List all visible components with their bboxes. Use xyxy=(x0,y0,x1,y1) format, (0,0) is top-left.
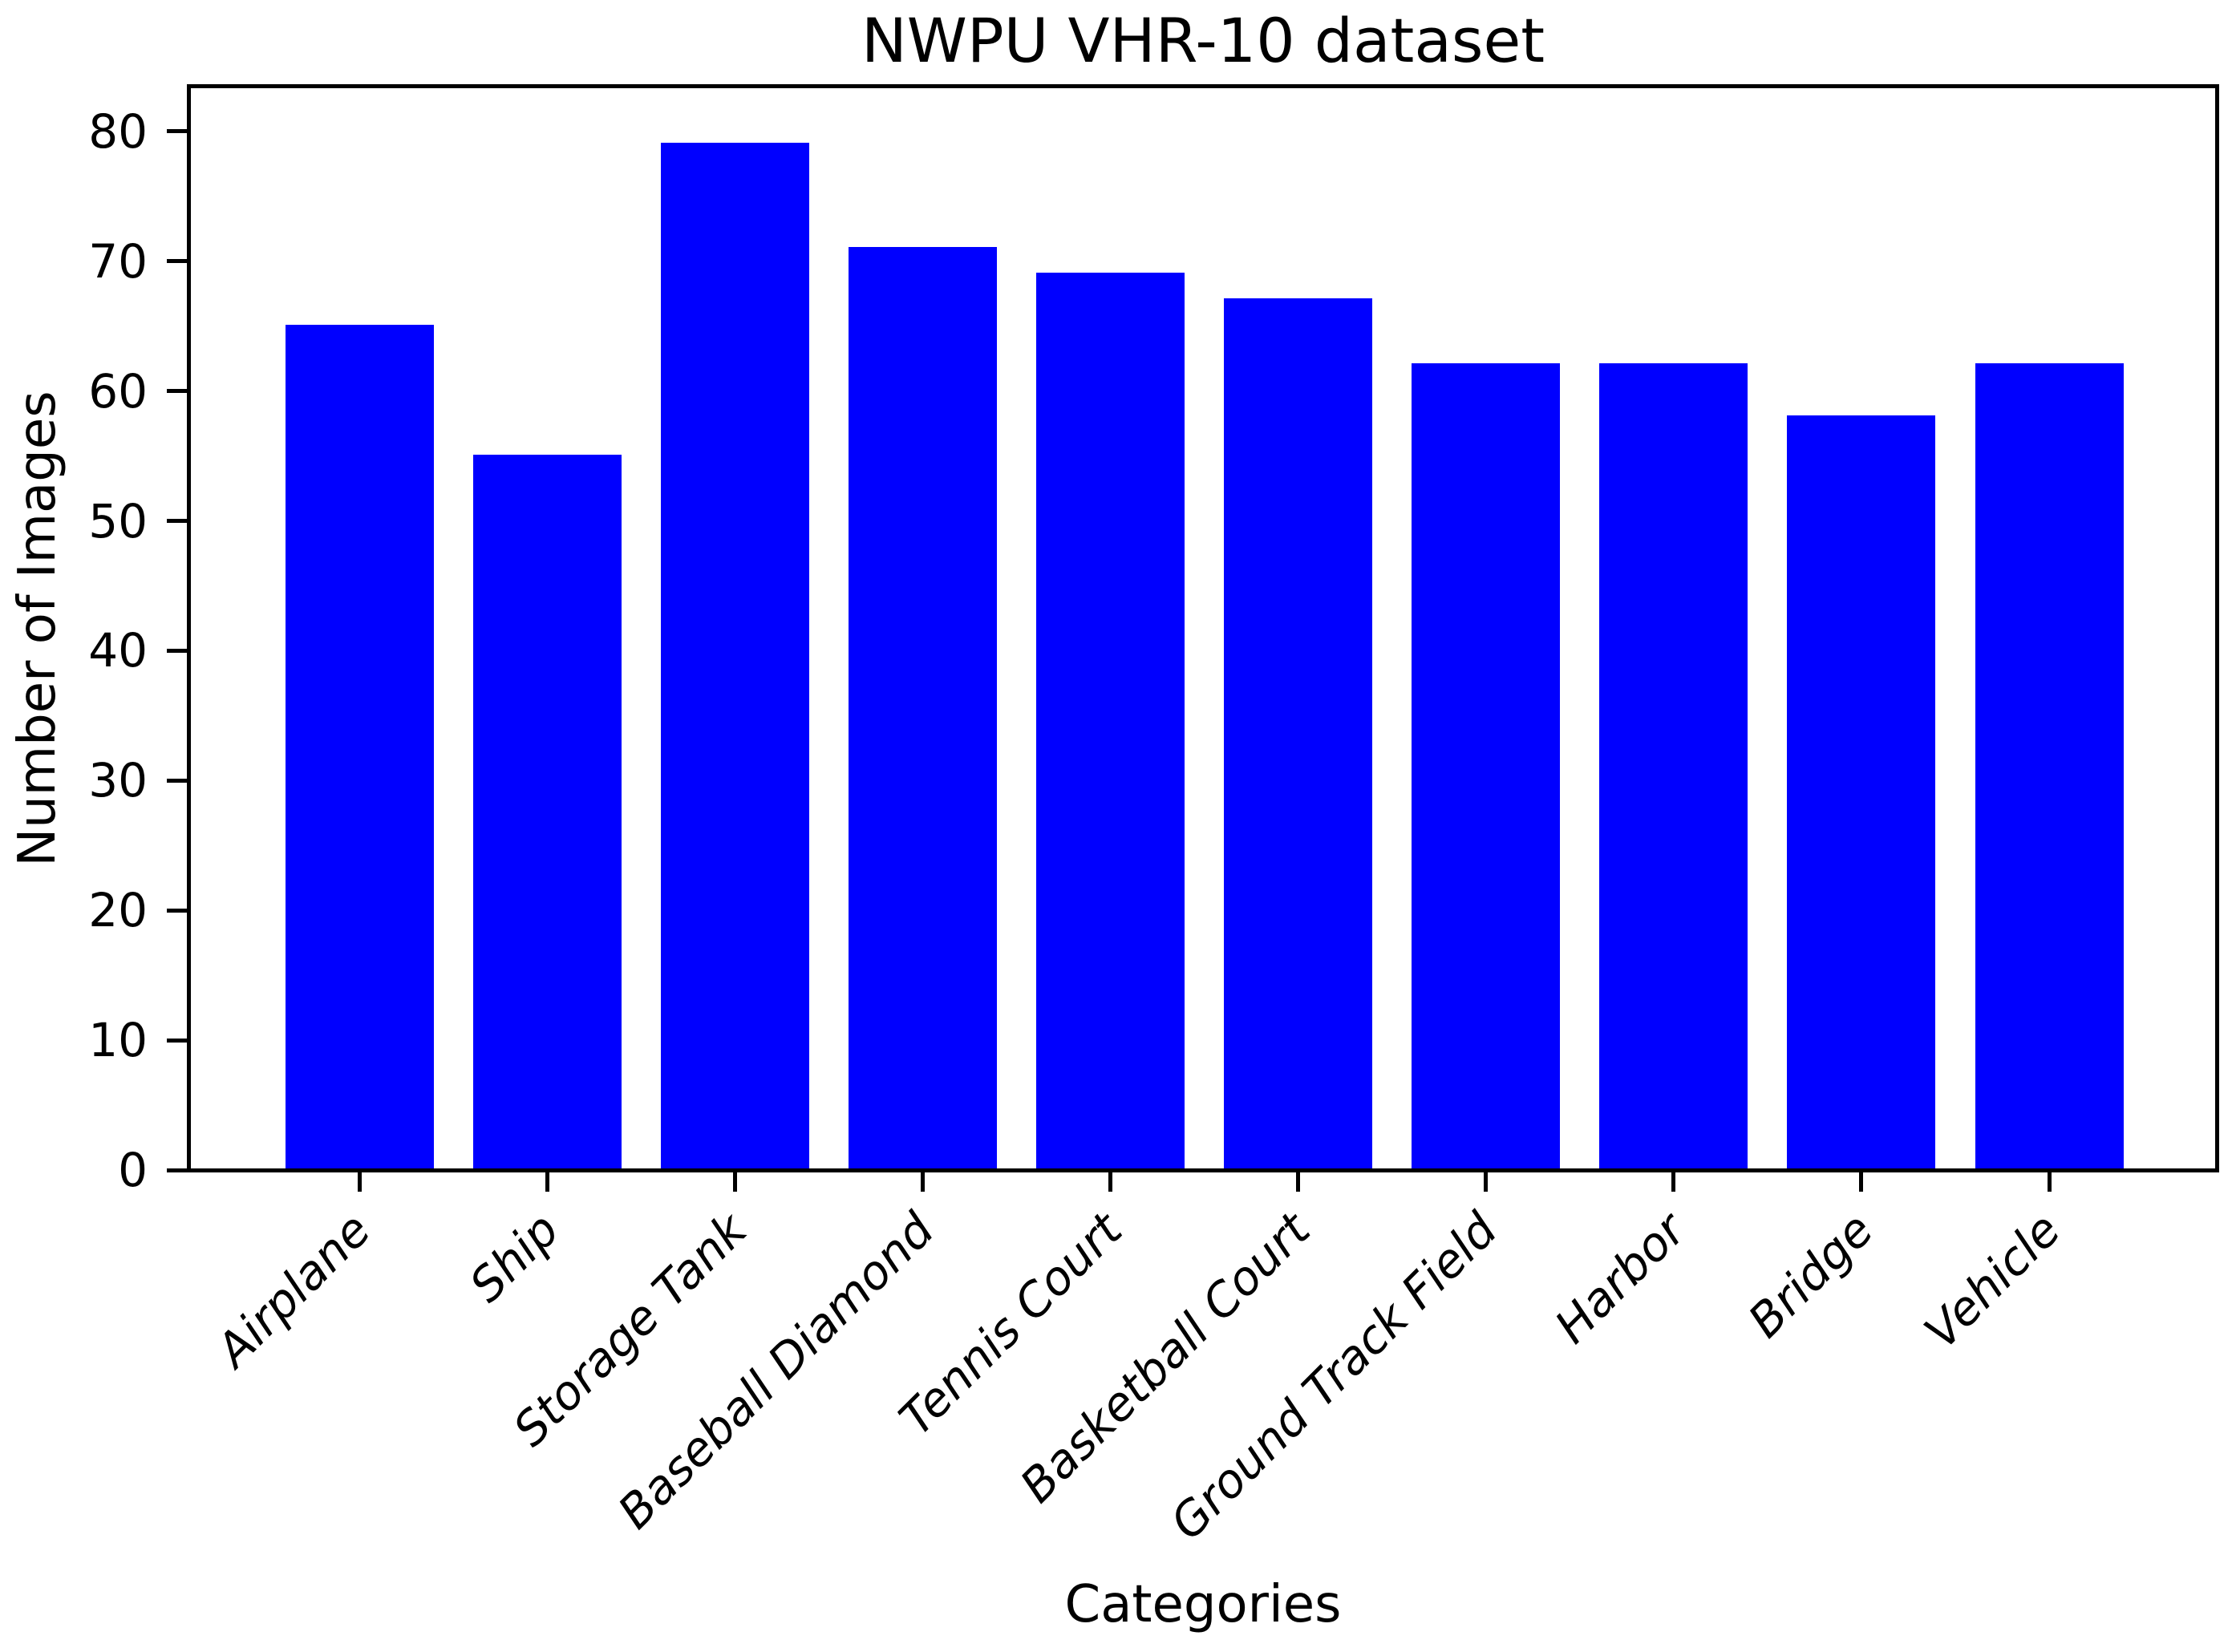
bar-ship xyxy=(472,455,622,1168)
bar-vehicle xyxy=(1975,363,2124,1168)
bar-harbor xyxy=(1599,363,1748,1168)
x-tick-4 xyxy=(920,1172,925,1192)
y-tick-label-70: 70 xyxy=(88,233,148,289)
x-tick-label-airplane: Airplane xyxy=(206,1202,382,1378)
x-tick-9 xyxy=(1859,1172,1864,1192)
plot-area xyxy=(187,84,2219,1172)
x-tick-label-harbor: Harbor xyxy=(1544,1202,1696,1354)
y-tick-label-50: 50 xyxy=(88,493,148,549)
bar-basketball-court xyxy=(1224,298,1373,1168)
y-tick-label-60: 60 xyxy=(88,363,148,419)
x-tick-label-ground-track-field: Ground Track Field xyxy=(1160,1202,1509,1551)
bar-storage-tank xyxy=(660,143,809,1168)
y-tick-label-30: 30 xyxy=(88,753,148,808)
y-tick-50 xyxy=(167,519,187,523)
bar-bridge xyxy=(1787,415,1936,1168)
y-tick-40 xyxy=(167,648,187,653)
y-tick-10 xyxy=(167,1038,187,1043)
x-tick-1 xyxy=(357,1172,362,1192)
y-tick-label-10: 10 xyxy=(88,1013,148,1068)
y-tick-70 xyxy=(167,259,187,264)
bar-baseball-diamond xyxy=(848,247,997,1168)
x-tick-label-ship: Ship xyxy=(458,1202,569,1313)
y-tick-label-40: 40 xyxy=(88,623,148,678)
chart-title: NWPU VHR-10 dataset xyxy=(861,5,1545,76)
x-tick-6 xyxy=(1296,1172,1301,1192)
y-tick-label-0: 0 xyxy=(118,1143,148,1197)
y-tick-60 xyxy=(167,389,187,394)
x-tick-5 xyxy=(1108,1172,1112,1192)
x-tick-label-bridge: Bridge xyxy=(1737,1202,1884,1349)
x-tick-label-vehicle: Vehicle xyxy=(1914,1202,2072,1359)
y-tick-label-20: 20 xyxy=(88,883,148,938)
bar-tennis-court xyxy=(1035,273,1185,1168)
x-tick-8 xyxy=(1671,1172,1676,1192)
y-axis-label: Number of Images xyxy=(8,391,67,867)
x-tick-3 xyxy=(732,1172,737,1192)
bar-airplane xyxy=(285,325,434,1168)
y-tick-20 xyxy=(167,908,187,913)
x-tick-10 xyxy=(2047,1172,2052,1192)
y-tick-label-80: 80 xyxy=(88,103,148,159)
x-tick-7 xyxy=(1484,1172,1489,1192)
x-tick-label-baseball-diamond: Baseball Diamond xyxy=(607,1202,945,1540)
y-tick-30 xyxy=(167,778,187,783)
x-axis-label: Categories xyxy=(1064,1575,1342,1634)
bar-ground-track-field xyxy=(1412,363,1561,1168)
y-tick-80 xyxy=(167,129,187,134)
x-tick-2 xyxy=(545,1172,549,1192)
y-tick-0 xyxy=(167,1168,187,1172)
